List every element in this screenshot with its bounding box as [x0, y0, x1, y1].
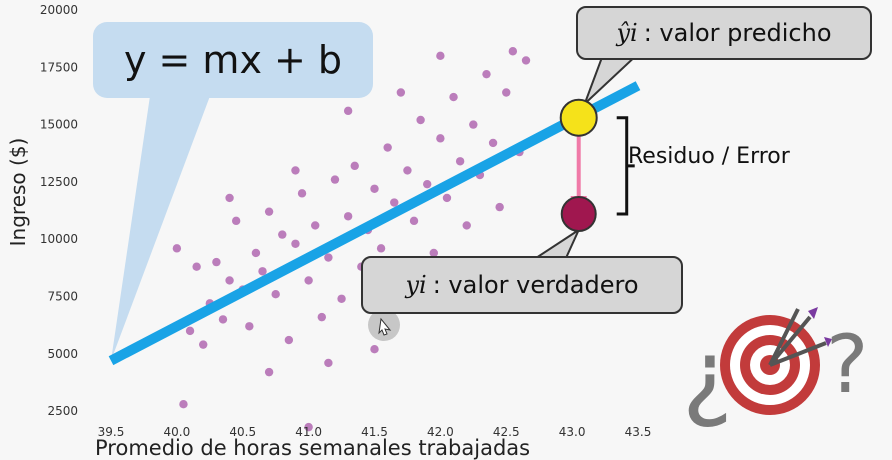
data-point [343, 106, 353, 116]
data-point [482, 69, 491, 79]
data-point [488, 138, 498, 148]
true-text: : valor verdadero [432, 271, 639, 299]
data-point [251, 248, 261, 258]
data-point [324, 358, 333, 368]
predicted-value-callout: ŷi : valor predicho [576, 6, 872, 60]
target-icon [720, 307, 832, 415]
data-point [225, 193, 234, 203]
true-value-callout: yi : valor verdadero [361, 256, 683, 314]
data-point [502, 88, 511, 97]
predicted-text: : valor predicho [643, 19, 832, 47]
data-point [423, 179, 432, 189]
y-tick-label: 7500 [47, 289, 78, 303]
data-point [508, 47, 518, 56]
data-point [383, 143, 392, 152]
data-point [258, 267, 267, 276]
data-point [455, 157, 465, 166]
data-point [304, 422, 313, 432]
data-point [317, 312, 326, 322]
y-tick-label: 20000 [40, 3, 78, 17]
data-point [199, 340, 208, 349]
predicted-point [559, 98, 598, 137]
data-point [291, 239, 300, 248]
data-point [218, 315, 228, 324]
data-point [278, 230, 287, 239]
data-point [370, 184, 379, 193]
y-axis-label: Ingreso ($) [6, 137, 30, 247]
data-point [442, 193, 452, 203]
data-point [172, 244, 182, 253]
data-point [403, 166, 412, 175]
data-point [291, 166, 300, 175]
data-point [409, 216, 419, 226]
x-tick-label: 40.0 [164, 425, 191, 439]
data-point [264, 367, 274, 377]
equation-callout: y = mx + b [93, 22, 373, 98]
data-point [376, 244, 386, 253]
true-callout-tail [532, 227, 582, 259]
residual-bracket [616, 116, 635, 216]
data-point [416, 115, 425, 125]
equation-callout-tail [111, 96, 210, 361]
x-tick-label: 39.5 [98, 425, 125, 439]
question-icon: ? [826, 318, 868, 411]
data-point [436, 134, 445, 143]
data-point [343, 212, 353, 221]
x-tick-label: 42.5 [493, 425, 520, 439]
cursor-icon [368, 309, 400, 341]
x-tick-label: 40.5 [229, 425, 256, 439]
data-point [264, 207, 274, 216]
true-point [560, 195, 597, 232]
data-point [469, 120, 478, 129]
data-point [212, 257, 221, 267]
data-point [521, 56, 531, 65]
data-point [297, 189, 307, 198]
x-tick-label: 41.5 [361, 425, 388, 439]
data-point [192, 262, 201, 271]
predicted-symbol: ŷi [616, 19, 638, 47]
y-tick-label: 2500 [47, 404, 78, 418]
data-point [495, 202, 504, 212]
ticks-layer: 39.5 40.0 40.5 41.0 41.5 42.0 42.5 43.0 43.5 2500… [40, 3, 652, 439]
y-tick-label: 15000 [40, 118, 78, 132]
true-symbol: yi [405, 271, 427, 299]
y-tick-label: 10000 [40, 232, 78, 246]
data-point [449, 92, 458, 102]
data-point [324, 253, 333, 262]
y-tick-label: 12500 [40, 175, 78, 189]
data-point [350, 161, 359, 171]
data-point [284, 335, 294, 345]
data-point [311, 221, 320, 230]
data-point [231, 216, 241, 226]
data-point [245, 322, 254, 331]
x-tick-label: 43.0 [559, 425, 586, 439]
data-point [179, 400, 188, 409]
data-point [304, 276, 313, 285]
data-point [185, 326, 195, 336]
data-point [429, 248, 438, 258]
data-point [462, 221, 471, 230]
x-tick-label: 43.5 [625, 425, 652, 439]
x-tick-label: 42.0 [427, 425, 454, 439]
y-tick-label: 17500 [40, 60, 78, 74]
data-point [330, 175, 340, 184]
data-point [390, 198, 399, 207]
data-point [396, 88, 406, 97]
data-point [436, 51, 445, 61]
data-point [370, 345, 379, 354]
data-point [225, 276, 234, 285]
data-point [337, 294, 346, 303]
data-point [271, 289, 280, 299]
inverted-question-icon: ¿ [682, 319, 733, 431]
regression-line [108, 81, 641, 366]
y-tick-label: 5000 [47, 347, 78, 361]
x-axis-label: Promedio de horas semanales trabajadas [95, 436, 531, 460]
x-tick-label: 41.0 [295, 425, 322, 439]
residual-label: Residuo / Error [628, 144, 790, 169]
